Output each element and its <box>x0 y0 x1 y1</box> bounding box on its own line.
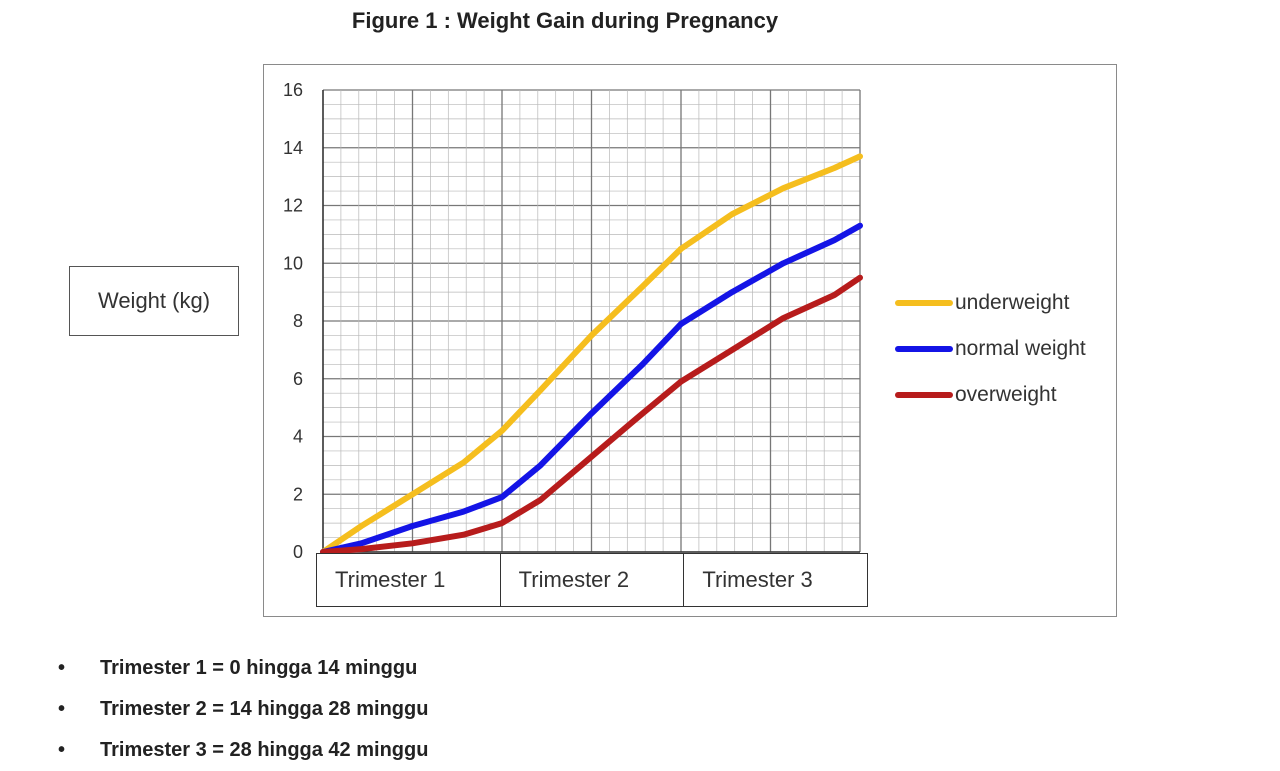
y-tick-label: 16 <box>283 80 303 100</box>
legend-swatch-overweight <box>895 392 953 398</box>
note-item: • Trimester 2 = 14 hingga 28 minggu <box>58 689 428 730</box>
note-text: Trimester 2 = 14 hingga 28 minggu <box>100 698 429 720</box>
series-line-normal-weight <box>320 222 863 555</box>
y-tick-label: 6 <box>293 369 303 389</box>
legend-item-normal-weight: normal weight <box>895 326 1086 372</box>
trimester-axis: Trimester 1 Trimester 2 Trimester 3 <box>316 553 868 607</box>
trimester-notes: • Trimester 1 = 0 hingga 14 minggu • Tri… <box>58 648 428 771</box>
chart-series <box>320 153 863 555</box>
trimester-1-label: Trimester 1 <box>317 554 501 606</box>
bullet-icon: • <box>58 698 66 720</box>
note-item: • Trimester 3 = 28 hingga 42 minggu <box>58 730 428 771</box>
legend-label-overweight: overweight <box>955 383 1057 406</box>
y-axis-label: Weight (kg) <box>69 266 239 336</box>
legend-swatch-underweight <box>895 300 953 306</box>
trimester-2-label: Trimester 2 <box>501 554 685 606</box>
y-tick-label: 14 <box>283 138 303 158</box>
legend-item-overweight: overweight <box>895 372 1086 418</box>
legend-label-normal-weight: normal weight <box>955 337 1086 360</box>
y-tick-label: 2 <box>293 484 303 504</box>
y-tick-label: 4 <box>293 427 303 447</box>
chart-frame <box>263 64 1117 617</box>
y-axis-ticks: 0 2 4 6 8 10 12 14 16 <box>283 80 303 562</box>
y-tick-label: 10 <box>283 253 303 273</box>
note-text: Trimester 1 = 0 hingga 14 minggu <box>100 657 418 679</box>
note-text: Trimester 3 = 28 hingga 42 minggu <box>100 739 429 761</box>
trimester-3-label: Trimester 3 <box>702 567 813 592</box>
series-line-overweight <box>320 274 863 555</box>
y-tick-label: 12 <box>283 196 303 216</box>
note-item: • Trimester 1 = 0 hingga 14 minggu <box>58 648 428 689</box>
y-tick-label: 8 <box>293 311 303 331</box>
series-line-underweight <box>320 153 863 555</box>
legend: underweight normal weight overweight <box>895 280 1086 418</box>
bullet-icon: • <box>58 657 66 679</box>
legend-swatch-normal-weight <box>895 346 953 352</box>
y-tick-label: 0 <box>293 542 303 562</box>
chart-title: Figure 1 : Weight Gain during Pregnancy <box>351 8 779 33</box>
bullet-icon: • <box>58 739 66 761</box>
legend-label-underweight: underweight <box>955 291 1070 314</box>
legend-item-underweight: underweight <box>895 280 1086 326</box>
